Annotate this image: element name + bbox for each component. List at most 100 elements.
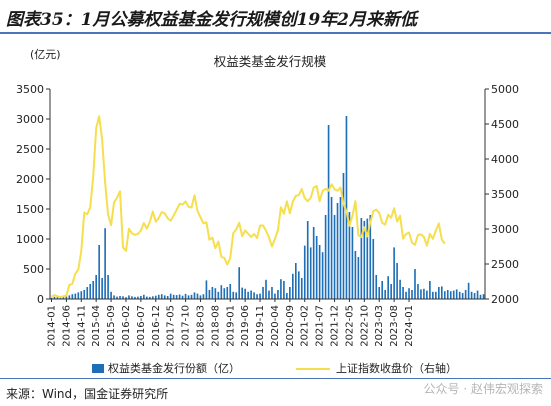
bar <box>113 295 115 299</box>
bar <box>56 297 59 299</box>
x-tick-label: 2020-09 <box>285 305 296 347</box>
x-tick-label: 2015-09 <box>106 305 117 347</box>
bar <box>375 275 378 299</box>
chart-title: 权益类基金发行规模 <box>214 54 327 69</box>
bar <box>473 293 476 299</box>
bar <box>309 247 312 299</box>
line-series <box>51 115 446 299</box>
bar <box>312 227 315 299</box>
x-tick-label: 2014-06 <box>61 305 72 347</box>
bar <box>184 293 187 299</box>
x-tick-label: 2021-02 <box>300 305 311 347</box>
bar <box>449 291 452 299</box>
bar <box>190 294 193 299</box>
y-left-axis: 0 500 1000 1500 2000 2500 3000 3500 <box>16 83 51 306</box>
y-right-tick-label: 5000 <box>491 83 519 96</box>
bar <box>414 269 416 299</box>
bar <box>232 291 235 299</box>
bar <box>134 296 136 299</box>
bar <box>429 281 431 299</box>
bar <box>172 294 175 299</box>
bar <box>268 290 270 299</box>
bar <box>247 291 249 299</box>
bar <box>423 288 425 299</box>
bar <box>202 294 205 299</box>
x-tick-label: 2016-02 <box>121 305 132 347</box>
bar <box>369 215 372 299</box>
source-rule <box>0 378 551 379</box>
bar <box>324 215 327 299</box>
x-tick-label: 2018-03 <box>196 305 207 347</box>
y-right-tick-label: 2000 <box>491 293 519 306</box>
bar <box>262 287 264 299</box>
legend-line-label: 上证指数收盘价（右轴） <box>336 361 457 375</box>
y-right-tick-label: 2500 <box>491 258 519 271</box>
x-tick-label: 2022-05 <box>344 305 355 347</box>
bar <box>169 293 172 299</box>
bar <box>98 245 100 299</box>
bar <box>467 282 470 299</box>
bar <box>289 287 291 299</box>
bar <box>378 287 381 299</box>
bar <box>351 227 354 299</box>
bar <box>211 287 214 299</box>
x-tick-label: 2021-12 <box>330 305 341 347</box>
bar <box>294 263 297 299</box>
bar <box>408 288 410 299</box>
bar <box>318 245 321 299</box>
bar <box>89 284 92 299</box>
bar <box>110 291 112 299</box>
bar <box>250 290 252 299</box>
x-tick-label: 2018-08 <box>210 305 221 347</box>
bar <box>77 292 80 299</box>
bar <box>154 295 157 299</box>
y-left-tick-label: 2000 <box>16 173 44 186</box>
bar <box>277 290 279 299</box>
bar <box>205 280 208 299</box>
bar <box>381 281 384 299</box>
bar <box>390 284 392 299</box>
bar <box>104 228 106 299</box>
bar <box>62 297 65 299</box>
bar <box>271 287 273 299</box>
bar <box>455 289 458 299</box>
source-note: 来源：Wind，国金证券研究所 <box>6 387 169 401</box>
x-tick-label: 2019-01 <box>225 305 236 347</box>
bar <box>470 291 473 299</box>
bar <box>214 288 217 299</box>
bar <box>372 239 375 299</box>
bar <box>393 247 395 299</box>
bar <box>458 291 461 299</box>
bar <box>399 279 401 299</box>
bar <box>220 285 223 299</box>
x-axis: 2014-01 2014-06 2014-11 2015-04 2015-09 2016-… <box>47 298 485 347</box>
bar <box>384 290 387 299</box>
bar <box>342 173 345 299</box>
bar <box>297 271 300 299</box>
y-right-tick-label: 4500 <box>491 118 519 131</box>
watermark: 公众号 · 赵伟宏观探索 <box>423 382 543 396</box>
bar <box>187 295 190 299</box>
bar <box>131 296 133 299</box>
bar <box>80 291 83 299</box>
bar <box>333 215 336 299</box>
bar <box>327 125 330 299</box>
bar <box>259 293 261 299</box>
x-tick-label: 2023-08 <box>389 305 400 347</box>
bar <box>166 296 169 299</box>
bar <box>71 294 74 299</box>
bar <box>175 295 178 299</box>
x-tick-label: 2023-03 <box>374 305 385 347</box>
y-right-tick-label: 3500 <box>491 188 519 201</box>
bar <box>363 221 366 299</box>
bar <box>107 275 109 299</box>
bar <box>426 290 428 299</box>
bar <box>292 273 294 299</box>
bar <box>265 279 267 299</box>
bar <box>119 296 121 299</box>
bar <box>306 221 309 299</box>
bar <box>95 275 97 299</box>
x-tick-label: 2014-01 <box>47 305 58 347</box>
bar <box>479 294 482 299</box>
bar <box>101 278 103 299</box>
